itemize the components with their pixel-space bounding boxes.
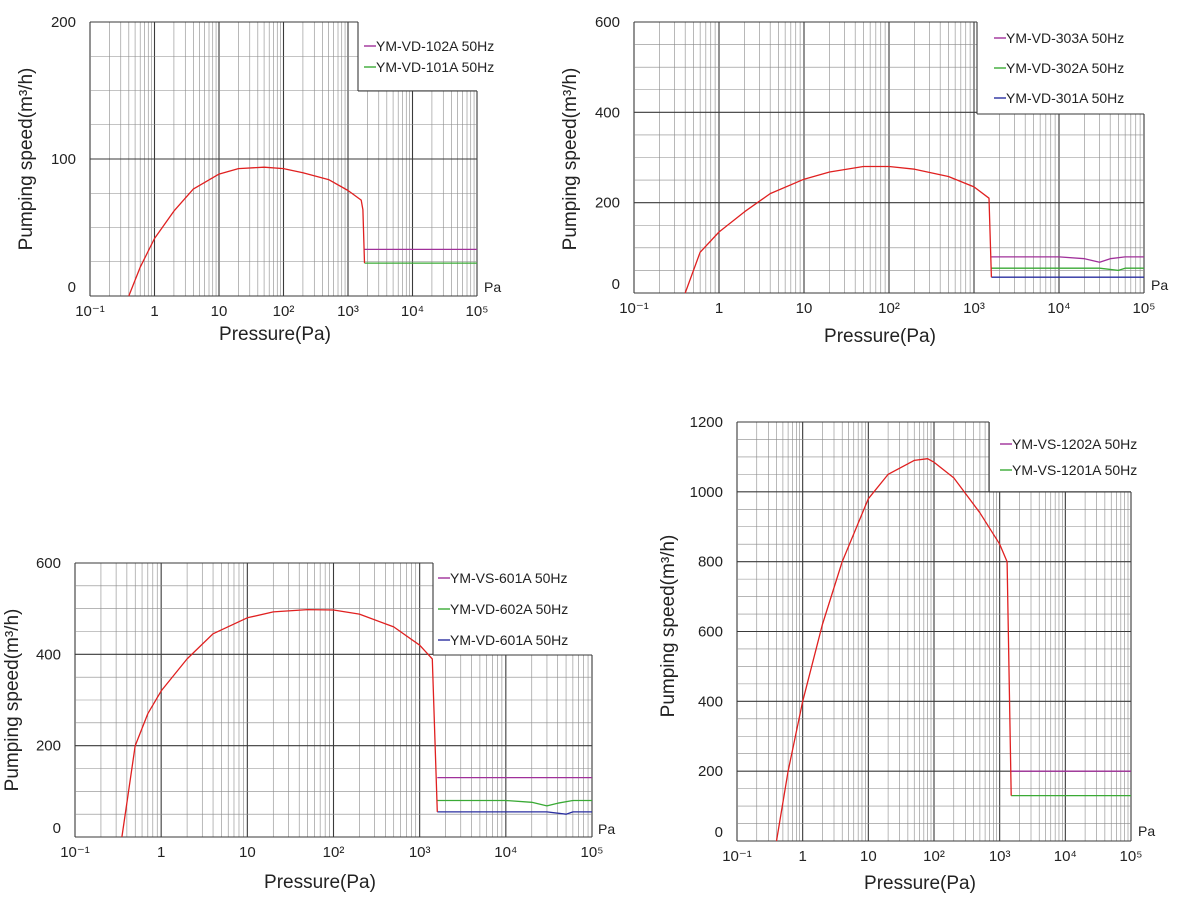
x-tick-label: 10² — [273, 303, 295, 320]
x-unit-label: Pa — [1138, 823, 1155, 839]
x-axis-label: Pressure(Pa) — [824, 326, 936, 347]
grid — [74, 562, 593, 838]
y-tick-label: 0 — [53, 820, 61, 837]
y-tick-label: 1200 — [690, 414, 723, 431]
series-line-3 — [128, 166, 366, 297]
series-line-1 — [991, 256, 1144, 263]
x-axis-label: Pressure(Pa) — [864, 873, 976, 894]
y-tick-label: 400 — [36, 646, 61, 663]
x-tick-label: 1 — [715, 300, 723, 317]
x-tick-label: 1 — [798, 848, 806, 865]
chart-4: YM-VS-1202A 50Hz YM-VS-1201A 50Hz 0 200 400 6… — [658, 414, 1155, 894]
x-tick-label: 10 — [860, 848, 877, 865]
x-tick-label: 10³ — [337, 303, 359, 320]
x-tick-label: 10 — [796, 300, 813, 317]
y-axis-label: Pumping speed(m³/h) — [658, 535, 679, 718]
legend-label: YM-VS-601A 50Hz — [450, 570, 568, 586]
x-unit-label: Pa — [1151, 277, 1168, 293]
y-tick-label: 600 — [595, 14, 620, 31]
series-line-3 — [437, 811, 592, 815]
y-tick-label: 0 — [715, 824, 723, 841]
legend-label: YM-VD-102A 50Hz — [376, 38, 494, 54]
x-axis-label: Pressure(Pa) — [264, 872, 376, 893]
legend: YM-VS-1202A 50Hz YM-VS-1201A 50Hz — [1000, 436, 1137, 478]
grid — [89, 21, 478, 297]
legend-label: YM-VD-302A 50Hz — [1006, 60, 1124, 76]
x-tick-label: 10⁵ — [1120, 848, 1143, 865]
x-tick-label: 10 — [239, 844, 256, 861]
grid — [736, 421, 1132, 842]
series-line-2 — [991, 267, 1144, 272]
chart-3: YM-VS-601A 50Hz YM-VD-602A 50Hz YM-VD-601A… — [2, 555, 615, 893]
series-line-3 — [775, 458, 1012, 842]
legend-label: YM-VD-303A 50Hz — [1006, 30, 1124, 46]
y-tick-label: 600 — [36, 555, 61, 572]
y-tick-label: 800 — [698, 554, 723, 571]
y-tick-label: 0 — [612, 276, 620, 293]
y-tick-label: 1000 — [690, 484, 723, 501]
legend-label: YM-VD-101A 50Hz — [376, 59, 494, 75]
y-axis-label: Pumping speed(m³/h) — [2, 609, 23, 792]
x-tick-label: 10² — [878, 300, 900, 317]
x-tick-label: 10⁵ — [581, 844, 604, 861]
legend: YM-VD-303A 50Hz YM-VD-302A 50Hz YM-VD-301A… — [994, 30, 1124, 106]
chart-1: YM-VD-102A 50Hz YM-VD-101A 50Hz 0 100 200 10⁻… — [16, 14, 501, 345]
y-tick-label: 200 — [595, 195, 620, 212]
x-tick-label: 10⁻¹ — [60, 844, 90, 861]
y-axis-label: Pumping speed(m³/h) — [16, 68, 37, 251]
x-tick-label: 10² — [323, 844, 345, 861]
y-tick-label: 200 — [698, 763, 723, 780]
x-tick-label: 1 — [157, 844, 165, 861]
y-tick-label: 400 — [595, 104, 620, 121]
legend: YM-VD-102A 50Hz YM-VD-101A 50Hz — [364, 38, 494, 75]
grid — [633, 21, 1145, 294]
x-tick-label: 10⁻¹ — [619, 300, 649, 317]
x-tick-label: 10⁻¹ — [722, 848, 752, 865]
series-line-2 — [437, 799, 592, 807]
series-line-4 — [684, 165, 993, 294]
y-tick-label: 0 — [68, 279, 76, 296]
y-tick-label: 600 — [698, 624, 723, 641]
x-tick-label: 10³ — [409, 844, 431, 861]
legend-label: YM-VS-1201A 50Hz — [1012, 462, 1137, 478]
y-tick-label: 200 — [36, 738, 61, 755]
x-tick-label: 10⁴ — [1047, 300, 1070, 317]
legend: YM-VS-601A 50Hz YM-VD-602A 50Hz YM-VD-601A… — [438, 570, 568, 648]
x-tick-label: 10³ — [963, 300, 985, 317]
legend-label: YM-VD-301A 50Hz — [1006, 90, 1124, 106]
x-axis-label: Pressure(Pa) — [219, 324, 331, 345]
x-tick-label: 10³ — [989, 848, 1011, 865]
y-tick-label: 100 — [51, 151, 76, 168]
y-tick-label: 200 — [51, 14, 76, 31]
series-line-4 — [121, 608, 438, 838]
x-tick-label: 10⁴ — [401, 303, 424, 320]
x-unit-label: Pa — [484, 279, 501, 295]
y-axis-label: Pumping speed(m³/h) — [560, 68, 581, 251]
x-tick-label: 10⁵ — [466, 303, 489, 320]
x-tick-label: 10⁴ — [1054, 848, 1077, 865]
legend-label: YM-VD-601A 50Hz — [450, 632, 568, 648]
x-tick-label: 10⁵ — [1133, 300, 1156, 317]
x-tick-label: 1 — [150, 303, 158, 320]
y-tick-label: 400 — [698, 693, 723, 710]
x-tick-label: 10 — [211, 303, 228, 320]
chart-2: YM-VD-303A 50Hz YM-VD-302A 50Hz YM-VD-301A… — [560, 14, 1168, 347]
x-tick-label: 10⁴ — [494, 844, 517, 861]
legend-label: YM-VS-1202A 50Hz — [1012, 436, 1137, 452]
x-unit-label: Pa — [598, 821, 615, 837]
legend-label: YM-VD-602A 50Hz — [450, 601, 568, 617]
x-tick-label: 10⁻¹ — [75, 303, 105, 320]
x-tick-label: 10² — [923, 848, 945, 865]
